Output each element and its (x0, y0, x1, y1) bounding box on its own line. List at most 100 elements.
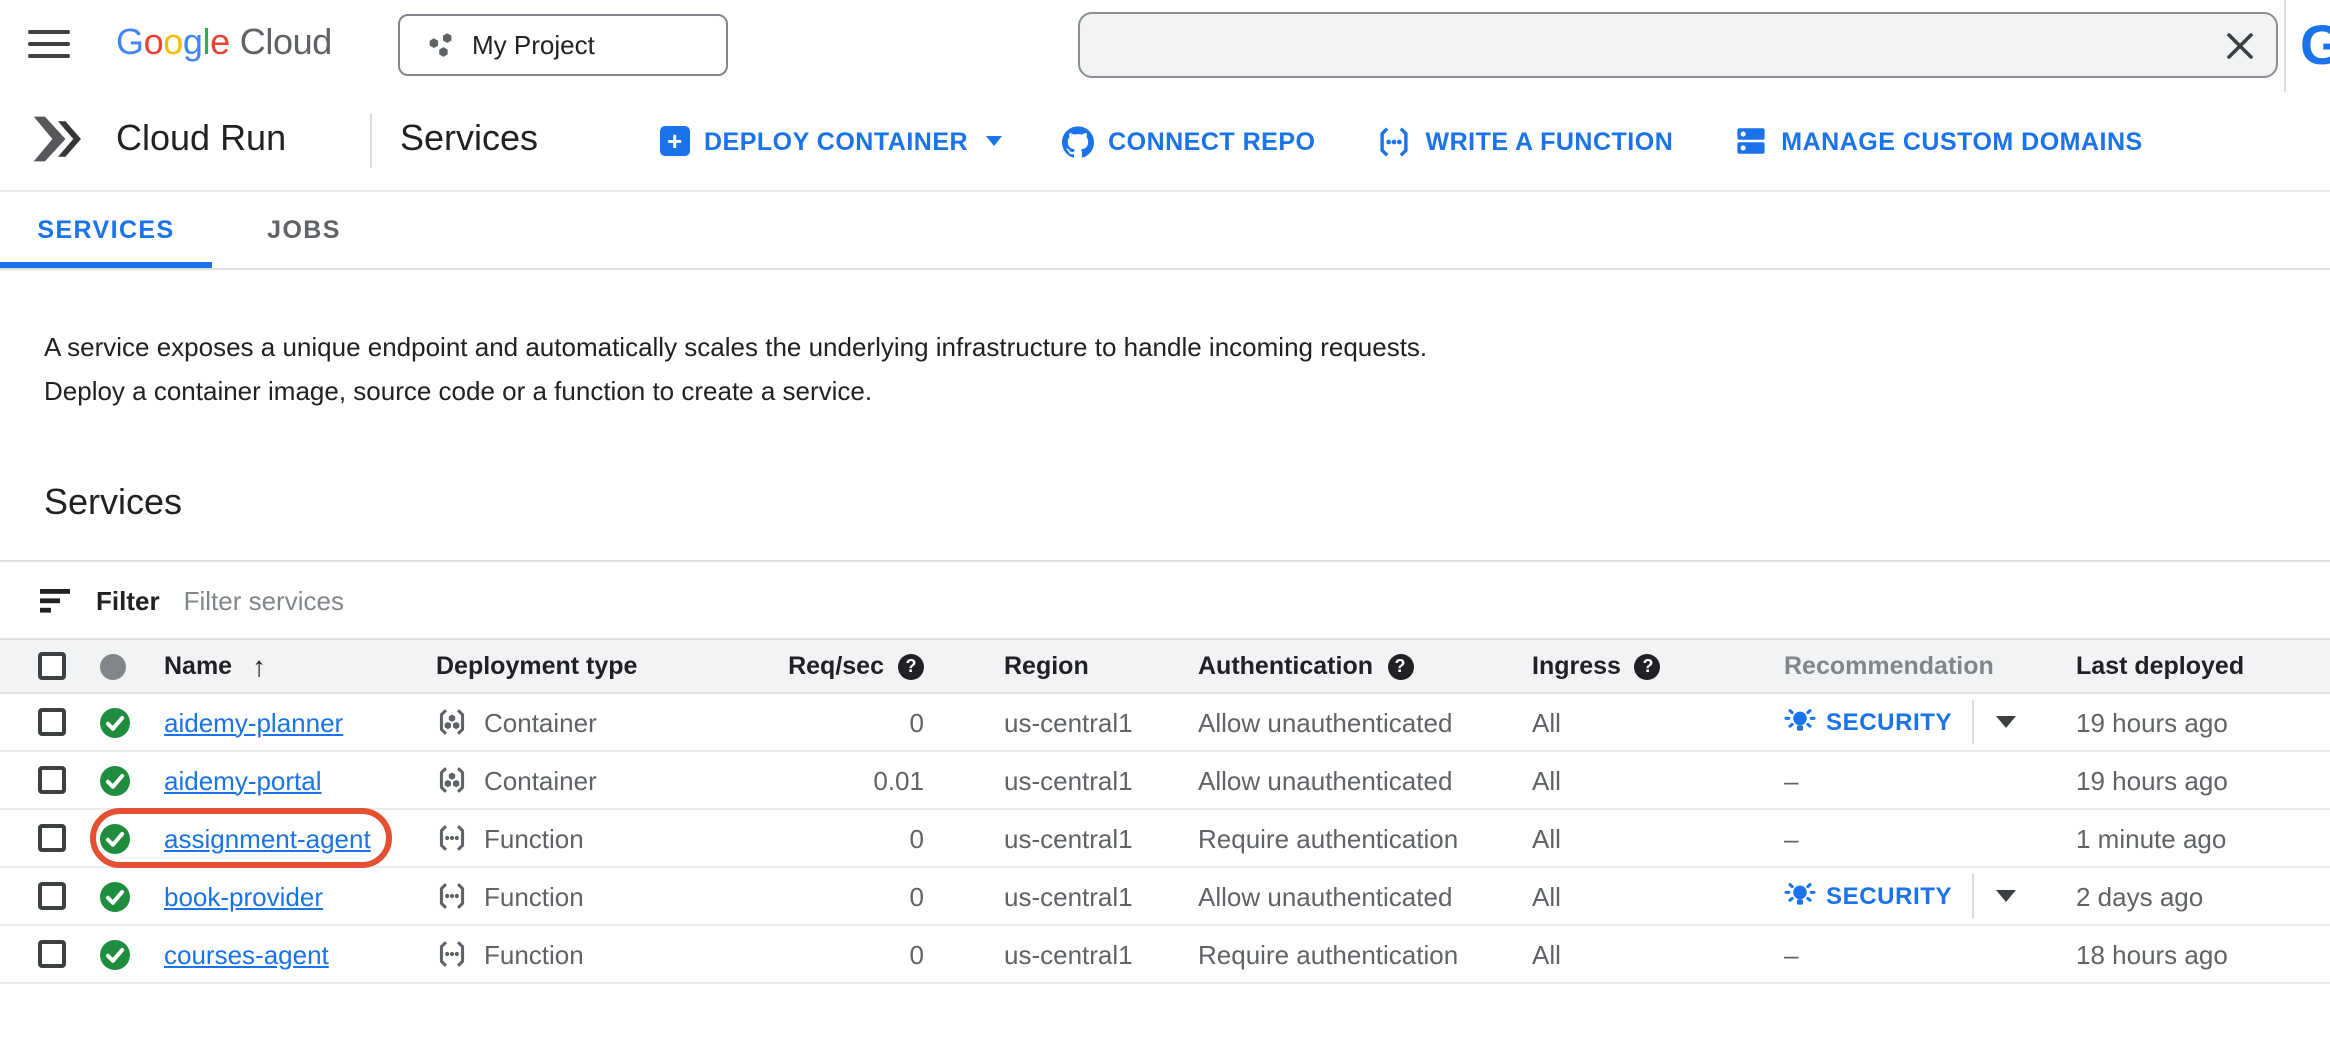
service-link[interactable]: book-provider (164, 881, 323, 911)
custom-domains-icon (1733, 124, 1767, 158)
status-ok-icon (100, 881, 130, 911)
column-header-deployment[interactable]: Deployment type (436, 652, 638, 680)
reqsec-value: 0.01 (873, 765, 924, 795)
table-row-courses-agent: courses-agent Function 0 us-central1 Req… (0, 926, 2330, 984)
row-checkbox[interactable] (38, 824, 66, 852)
menu-icon[interactable] (28, 30, 70, 62)
header-actions: + DEPLOY CONTAINER CONNECT REPO WRITE A … (660, 92, 2143, 190)
container-icon (436, 764, 468, 796)
header-divider (370, 114, 372, 168)
recommendation-divider (1972, 874, 1975, 918)
table-row-aidemy-portal: aidemy-portal Container 0.01 us-central1… (0, 752, 2330, 810)
name-header-label: Name (164, 652, 233, 680)
service-link[interactable]: aidemy-portal (164, 765, 322, 795)
row-checkbox[interactable] (38, 882, 66, 910)
no-recommendation: – (1784, 939, 1799, 969)
product-title: Cloud Run (116, 118, 287, 158)
filter-bar: Filter (0, 562, 2330, 638)
deploy-container-button[interactable]: + DEPLOY CONTAINER (660, 126, 1003, 156)
dropdown-caret-icon (986, 136, 1003, 146)
column-header-reqsec[interactable]: Req/sec? (640, 652, 928, 680)
region-value: us-central1 (1004, 707, 1133, 737)
recommendation-caret-icon[interactable] (1996, 716, 2017, 728)
ingress-help-icon[interactable]: ? (1634, 653, 1661, 679)
tab-services[interactable]: SERVICES (0, 190, 212, 270)
authentication-value: Allow unauthenticated (1198, 707, 1453, 737)
row-checkbox[interactable] (38, 940, 66, 968)
last-deployed-value: 19 hours ago (2076, 765, 2228, 795)
no-recommendation: – (1784, 823, 1799, 853)
function-icon (436, 938, 468, 970)
service-link[interactable]: assignment-agent (164, 823, 371, 853)
column-header-region[interactable]: Region (1004, 652, 1089, 680)
services-card: Filter Name ↑ Deployment type Req/sec? Re… (0, 560, 2330, 984)
tab-services-label: SERVICES (37, 216, 175, 244)
tab-jobs-label: JOBS (267, 216, 341, 244)
search-input[interactable] (1100, 20, 2188, 74)
manage-domains-label: MANAGE CUSTOM DOMAINS (1781, 127, 2143, 155)
filter-services-input[interactable] (179, 583, 2330, 617)
connect-repo-label: CONNECT REPO (1108, 127, 1316, 155)
filter-icon[interactable] (40, 587, 72, 613)
column-header-name[interactable]: Name ↑ (148, 650, 410, 682)
function-icon (1375, 123, 1411, 159)
column-header-recommendation: Recommendation (1784, 652, 1994, 680)
authentication-value: Allow unauthenticated (1198, 881, 1453, 911)
write-function-button[interactable]: WRITE A FUNCTION (1375, 123, 1673, 159)
status-ok-icon (100, 765, 130, 795)
add-icon: + (660, 126, 690, 156)
region-value: us-central1 (1004, 765, 1133, 795)
reqsec-value: 0 (909, 939, 924, 969)
row-checkbox[interactable] (38, 708, 66, 736)
authentication-help-icon[interactable]: ? (1387, 653, 1413, 679)
security-recommendation-link[interactable]: SECURITY (1826, 708, 1953, 736)
section-title: Services (44, 482, 183, 522)
manage-domains-button[interactable]: MANAGE CUSTOM DOMAINS (1733, 124, 2142, 158)
github-icon (1062, 125, 1094, 157)
project-icon (426, 30, 456, 60)
status-ok-icon (100, 707, 130, 737)
ingress-value: All (1532, 707, 1561, 737)
authentication-value: Require authentication (1198, 939, 1459, 969)
reqsec-value: 0 (909, 881, 924, 911)
last-deployed-value: 1 minute ago (2076, 823, 2227, 853)
security-recommendation-link[interactable]: SECURITY (1826, 882, 1953, 910)
column-header-authentication[interactable]: Authentication? (1190, 652, 1520, 680)
google-cloud-logo: Google Cloud (116, 22, 332, 64)
select-all-checkbox[interactable] (38, 652, 66, 680)
recommendation-divider (1972, 700, 1975, 744)
row-checkbox[interactable] (38, 766, 66, 794)
cloud-logo-word: Cloud (239, 22, 332, 62)
region-value: us-central1 (1004, 881, 1133, 911)
authentication-value: Allow unauthenticated (1198, 765, 1453, 795)
project-name: My Project (472, 30, 595, 60)
last-deployed-value: 18 hours ago (2076, 939, 2228, 969)
page-title: Services (400, 118, 539, 158)
search-bar[interactable] (1078, 12, 2278, 78)
status-column-icon (100, 653, 126, 679)
tab-jobs[interactable]: JOBS (212, 190, 396, 270)
region-value: us-central1 (1004, 939, 1133, 969)
filter-label[interactable]: Filter (96, 585, 160, 615)
region-value: us-central1 (1004, 823, 1133, 853)
connect-repo-button[interactable]: CONNECT REPO (1062, 125, 1315, 157)
container-icon (436, 706, 468, 738)
column-header-last-deployed[interactable]: Last deployed (2076, 652, 2245, 680)
service-link[interactable]: aidemy-planner (164, 707, 344, 737)
tab-bar: SERVICES JOBS (0, 190, 2330, 270)
last-deployed-value: 19 hours ago (2076, 707, 2228, 737)
column-header-ingress[interactable]: Ingress? (1520, 652, 1772, 680)
project-selector[interactable]: My Project (398, 14, 728, 76)
write-function-label: WRITE A FUNCTION (1425, 127, 1674, 155)
cloud-run-icon (30, 114, 86, 164)
active-tab-indicator (0, 261, 212, 268)
page-description: A service exposes a unique endpoint and … (44, 326, 1427, 414)
clear-search-icon[interactable] (2226, 32, 2254, 60)
partial-g-glyph: G (2300, 14, 2330, 78)
reqsec-help-icon[interactable]: ? (898, 653, 924, 679)
topbar-divider (2284, 0, 2286, 92)
recommendation-caret-icon[interactable] (1996, 890, 2017, 902)
service-link[interactable]: courses-agent (164, 939, 329, 969)
ingress-value: All (1532, 765, 1561, 795)
